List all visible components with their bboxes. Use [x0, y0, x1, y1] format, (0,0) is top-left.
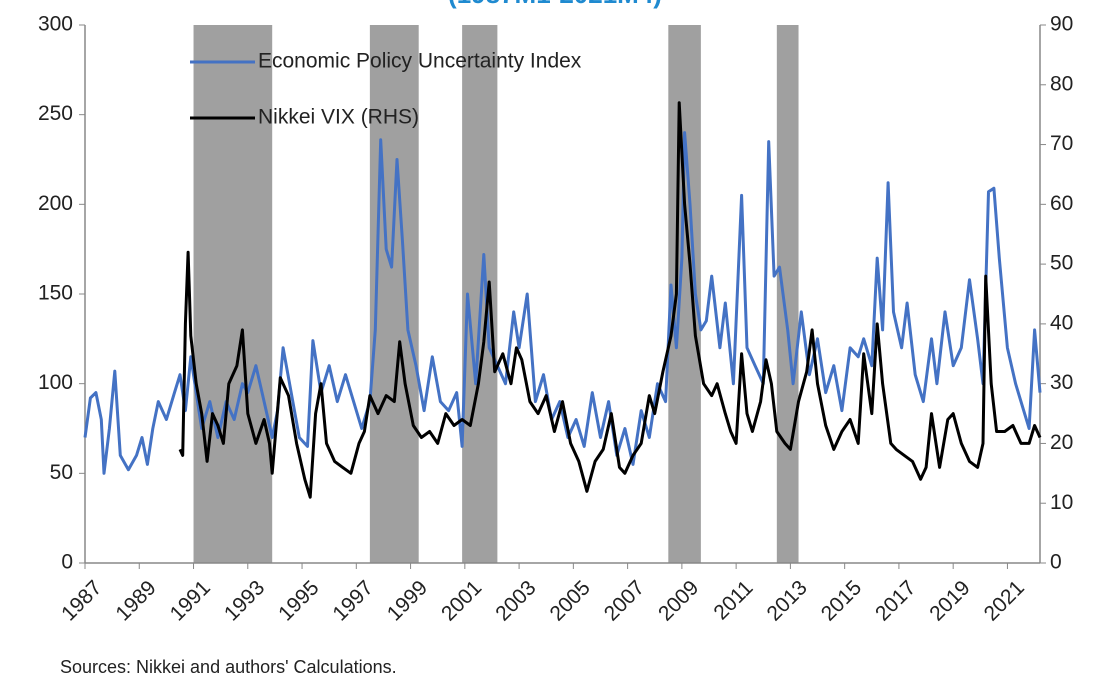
y-tick-label: 0	[61, 551, 73, 574]
shaded-period	[193, 25, 273, 563]
x-tick-label: 2019	[925, 576, 974, 625]
x-tick-label: 1993	[220, 576, 269, 625]
y2-tick-label: 30	[1050, 371, 1073, 394]
y2-tick-label: 50	[1050, 252, 1073, 275]
x-tick-label: 2005	[546, 576, 595, 625]
x-tick-label: 2021	[980, 576, 1029, 625]
y2-tick-label: 90	[1050, 13, 1073, 36]
y-tick-label: 50	[50, 461, 73, 484]
y-tick-label: 250	[38, 102, 73, 125]
legend-label: Nikkei VIX (RHS)	[258, 106, 419, 129]
y2-tick-label: 70	[1050, 132, 1073, 155]
x-tick-label: 2001	[437, 576, 486, 625]
x-tick-label: 1999	[383, 576, 432, 625]
y-tick-label: 300	[38, 13, 73, 36]
y-tick-label: 150	[38, 282, 73, 305]
chart-title: (1987M1-2021M4)	[448, 0, 662, 9]
y2-tick-label: 20	[1050, 431, 1073, 454]
y2-tick-label: 0	[1050, 551, 1062, 574]
y-tick-label: 100	[38, 371, 73, 394]
x-tick-label: 1995	[274, 576, 323, 625]
x-tick-label: 1997	[328, 576, 377, 625]
y2-tick-label: 60	[1050, 192, 1073, 215]
y2-tick-label: 80	[1050, 72, 1073, 95]
x-tick-label: 1987	[57, 576, 106, 625]
x-tick-label: 2011	[709, 576, 757, 624]
x-tick-label: 2013	[763, 576, 812, 625]
x-tick-label: 2015	[817, 576, 866, 625]
y2-tick-label: 40	[1050, 311, 1073, 334]
x-tick-label: 1991	[166, 576, 215, 625]
shaded-period	[369, 25, 419, 563]
x-tick-label: 2017	[871, 576, 920, 625]
x-tick-label: 2009	[654, 576, 703, 625]
y-tick-label: 200	[38, 192, 73, 215]
source-note: Sources: Nikkei and authors' Calculation…	[60, 657, 397, 677]
legend-label: Economic Policy Uncertainty Index	[258, 50, 582, 73]
x-tick-label: 2003	[491, 576, 540, 625]
shaded-period	[776, 25, 799, 563]
series-line	[178, 101, 1042, 499]
y2-tick-label: 10	[1050, 491, 1073, 514]
x-tick-label: 1989	[111, 576, 160, 625]
x-tick-label: 2007	[600, 576, 649, 625]
